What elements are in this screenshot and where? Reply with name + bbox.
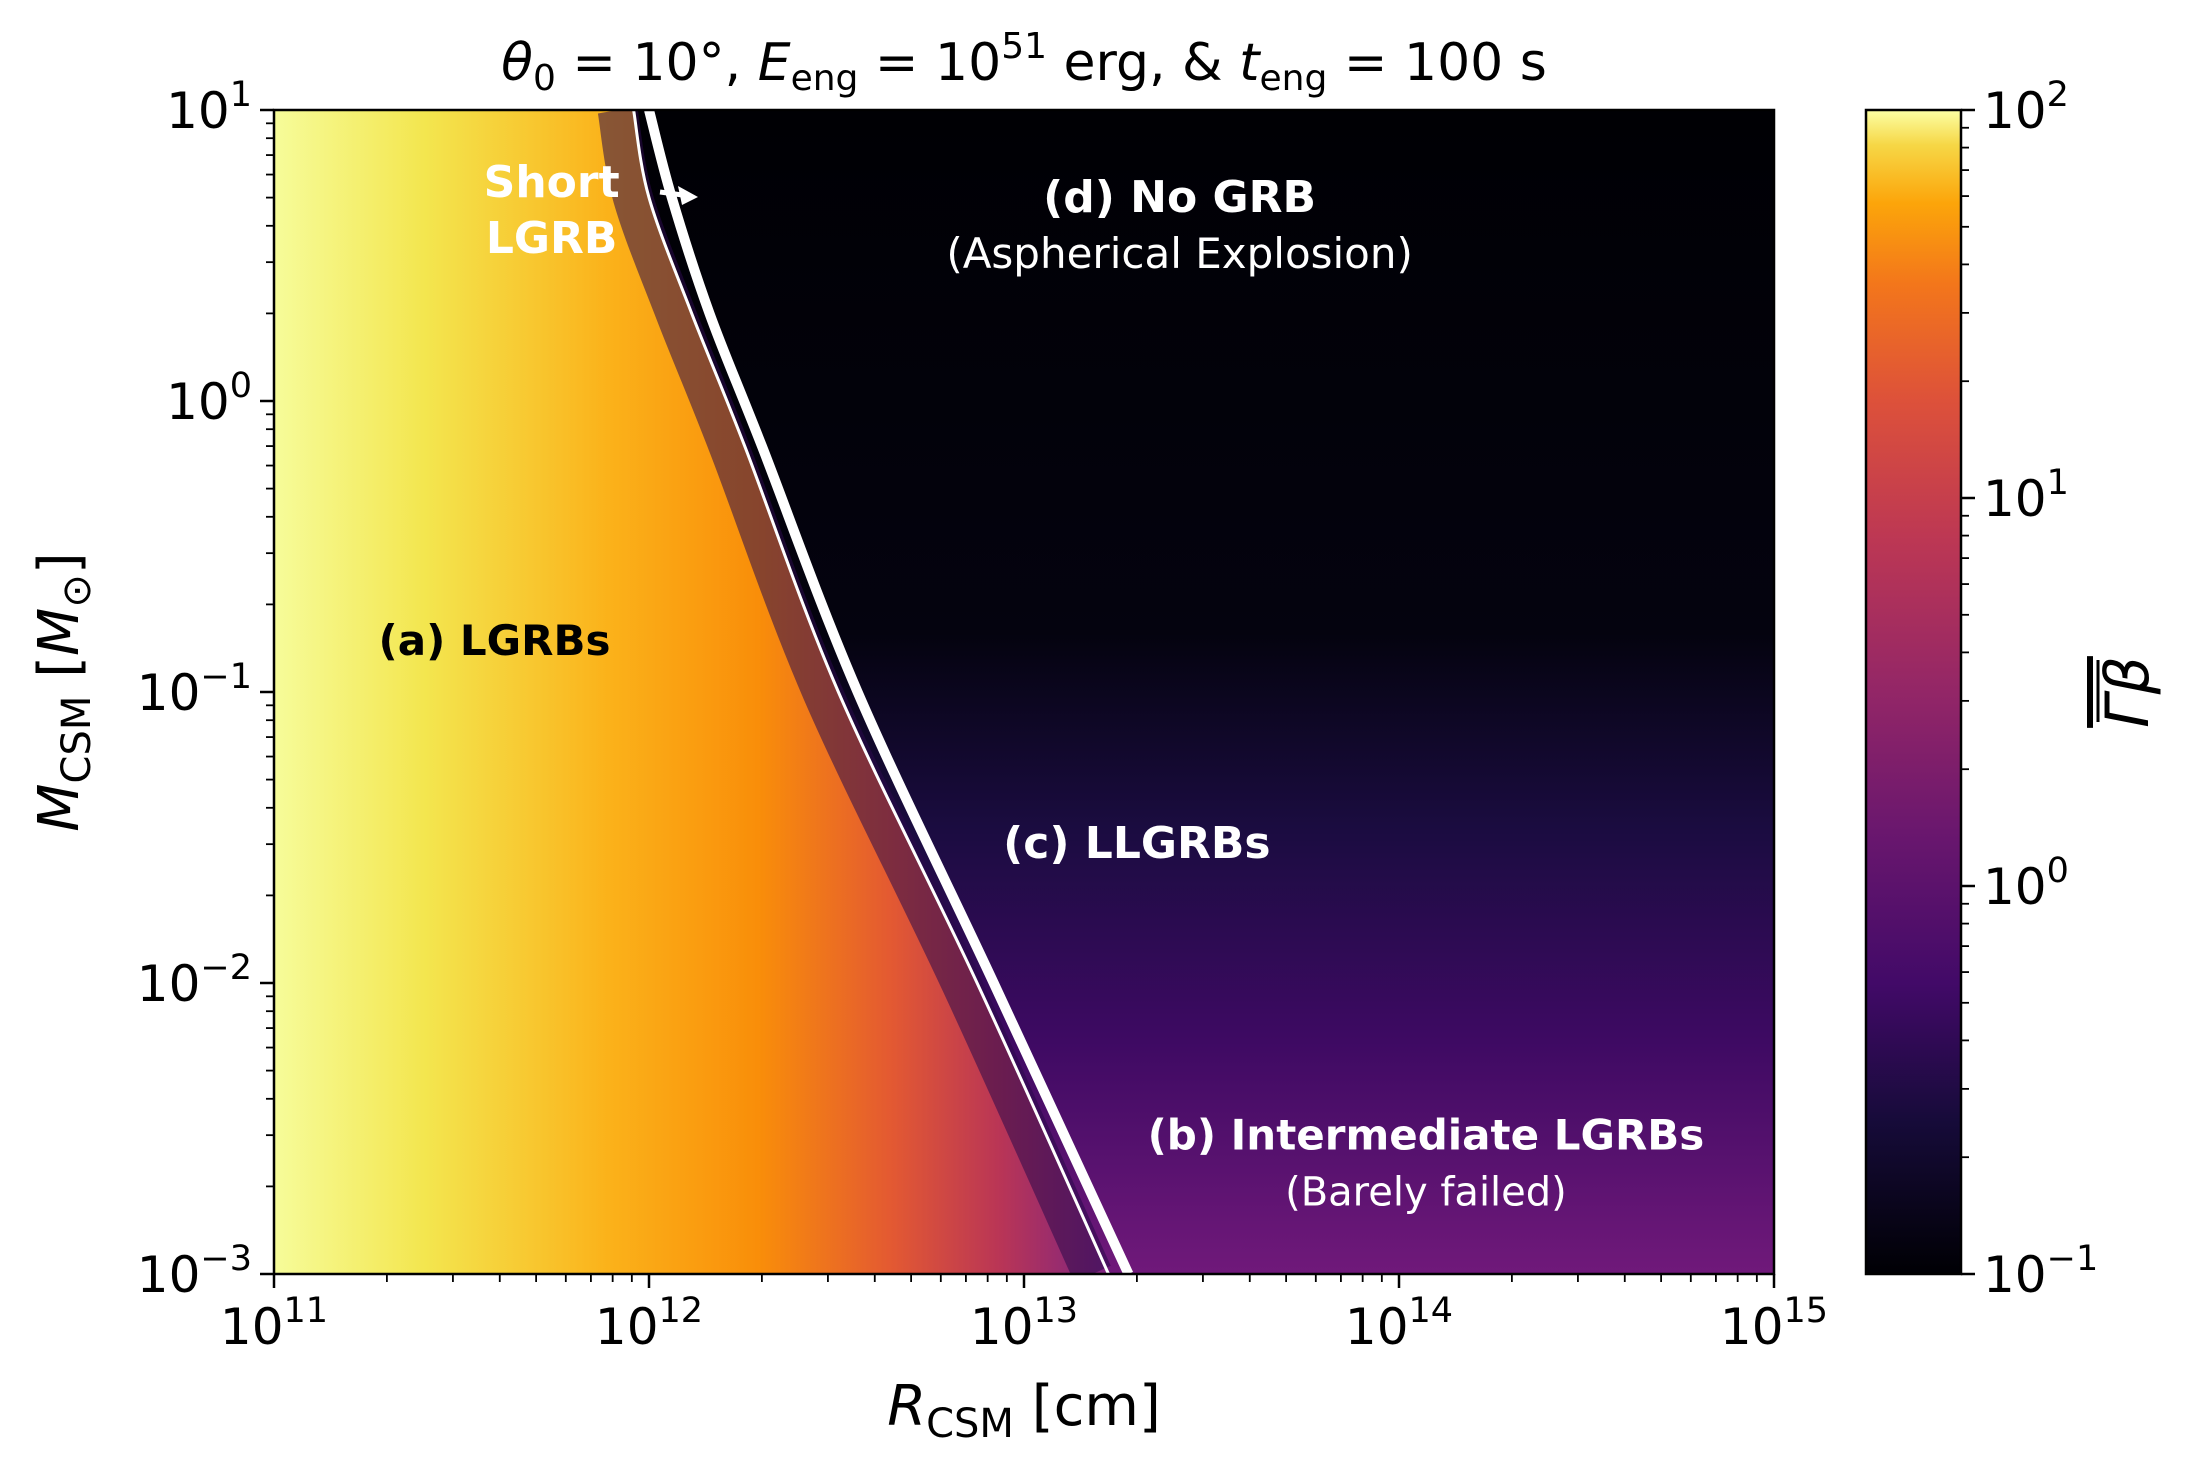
x-tick-label-exp: 15 <box>1784 1291 1829 1331</box>
title-t-sub: eng <box>1260 58 1328 99</box>
y-tick-label: 10−1 <box>137 657 252 722</box>
y-tick-label-base: 10 <box>166 373 230 431</box>
colorbar-tick-label-base: 10 <box>1983 1246 2047 1304</box>
y-tick-label: 10−3 <box>137 1239 252 1304</box>
x-tick-label: 1011 <box>220 1291 328 1356</box>
x-tick-label-base: 10 <box>1720 1298 1784 1356</box>
y-tick-label-base: 10 <box>166 82 230 140</box>
x-tick-label-exp: 14 <box>1409 1291 1454 1331</box>
colorbar-tick-label-exp: 2 <box>2047 75 2069 115</box>
colorbar-tick-label: 10−1 <box>1983 1239 2098 1304</box>
annotation-short-line-2: LGRB <box>486 213 618 264</box>
title-theta-val: = 10°, <box>556 33 758 93</box>
y-label-unit-sym: M <box>27 608 92 656</box>
annotation-lgrb-line-1: (a) LGRBs <box>379 616 611 665</box>
x-tick-label: 1014 <box>1345 1291 1453 1356</box>
annotation-nogrb-line-2: (Aspherical Explosion) <box>946 229 1413 278</box>
x-axis-ticks: 1011 1012 1013 1014 1015 <box>220 1274 1828 1356</box>
title-theta-sub: 0 <box>533 58 556 99</box>
annotation-short-line-1: Short <box>484 157 620 208</box>
y-tick-label-exp: 0 <box>230 366 252 406</box>
title-e: E <box>758 33 791 93</box>
x-tick-label-base: 10 <box>970 1298 1034 1356</box>
x-tick-label-exp: 11 <box>284 1291 329 1331</box>
x-tick-label-exp: 12 <box>659 1291 704 1331</box>
x-tick-label-exp: 13 <box>1034 1291 1079 1331</box>
title-e-exp: 51 <box>1001 26 1047 67</box>
x-tick-label-base: 10 <box>1345 1298 1409 1356</box>
x-label-sub: CSM <box>926 1401 1014 1447</box>
title-e-unit: erg, & <box>1047 33 1239 93</box>
x-label-sym: R <box>887 1374 926 1439</box>
colorbar-tick-label: 102 <box>1983 75 2069 140</box>
y-axis-label: MCSM [M⊙] <box>27 552 100 832</box>
y-tick-label-exp: 1 <box>230 75 252 115</box>
title-e-sub: eng <box>791 58 859 99</box>
boundary-dark-fringe <box>597 110 1111 1274</box>
colorbar-tick-label-base: 10 <box>1983 470 2047 528</box>
y-label-unit-sub: ⊙ <box>54 574 100 608</box>
y-tick-label-base: 10 <box>137 1246 201 1304</box>
x-tick-label-base: 10 <box>220 1298 284 1356</box>
y-tick-label: 101 <box>166 75 252 140</box>
annotation-nogrb-line-1: (d) No GRB <box>1043 172 1316 223</box>
short-lgrb-arrowhead <box>678 186 698 205</box>
y-label-close: ] <box>27 552 92 574</box>
chart-title: θ0 = 10°, Eeng = 1051 erg, & teng = 100 … <box>501 26 1547 99</box>
annotation-intermediate-line-1: (b) Intermediate LGRBs <box>1148 1110 1705 1159</box>
y-label-sub: CSM <box>54 696 100 784</box>
y-label-open: [ <box>27 656 92 696</box>
region-left-fill <box>274 110 1109 1274</box>
title-t-val: = 100 s <box>1327 33 1547 93</box>
y-tick-label-exp: −2 <box>200 948 252 988</box>
x-tick-label: 1013 <box>970 1291 1078 1356</box>
boundary-line-thin <box>632 110 1110 1274</box>
boundary-line-thick <box>644 110 1134 1274</box>
x-axis-label: RCSM [cm] <box>887 1374 1161 1447</box>
x-tick-label-base: 10 <box>595 1298 659 1356</box>
x-label-unit: [cm] <box>1014 1374 1161 1439</box>
y-tick-label: 10−2 <box>137 948 252 1013</box>
title-t: t <box>1239 33 1261 93</box>
y-tick-label-exp: −3 <box>200 1239 252 1279</box>
y-label-sym: M <box>27 783 92 831</box>
title-theta: θ <box>501 33 533 93</box>
colorbar-tick-label: 100 <box>1983 851 2069 916</box>
heatmap-plot-area <box>274 110 1774 1274</box>
colorbar-tick-label-exp: 0 <box>2047 851 2069 891</box>
y-tick-label-base: 10 <box>137 664 201 722</box>
colorbar-tick-label-exp: −1 <box>2047 1239 2099 1279</box>
y-tick-label-exp: −1 <box>200 657 252 697</box>
colorbar-tick-label: 101 <box>1983 463 2069 528</box>
y-tick-label: 100 <box>166 366 252 431</box>
colorbar-tick-label-exp: 1 <box>2047 463 2069 503</box>
title-e-val: = 10 <box>858 33 1001 93</box>
x-tick-label: 1012 <box>595 1291 703 1356</box>
colorbar <box>1864 108 1963 1276</box>
annotation-llgrb-line-1: (c) LLGRBs <box>1003 818 1270 869</box>
colorbar-label: Γβ <box>2093 656 2163 728</box>
x-tick-label: 1015 <box>1720 1291 1828 1356</box>
colorbar-tick-label-base: 10 <box>1983 82 2047 140</box>
annotation-intermediate-line-2: (Barely failed) <box>1285 1169 1567 1215</box>
y-tick-label-base: 10 <box>137 955 201 1013</box>
colorbar-tick-label-base: 10 <box>1983 858 2047 916</box>
